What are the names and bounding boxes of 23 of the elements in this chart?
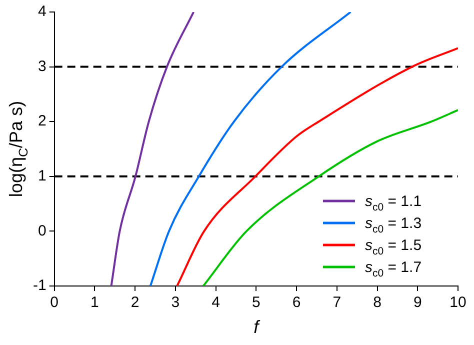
x-tick-label: 10 bbox=[450, 294, 466, 312]
x-tick-label: 3 bbox=[171, 294, 180, 312]
line-series bbox=[202, 109, 458, 286]
y-tick-label: 4 bbox=[38, 3, 46, 20]
x-tick-label: 7 bbox=[332, 294, 342, 312]
line-series bbox=[176, 47, 458, 286]
x-tick-label: 6 bbox=[292, 294, 301, 312]
x-tick-label: 2 bbox=[130, 294, 140, 312]
x-tick-label: 1 bbox=[90, 294, 99, 312]
x-tick-label: 8 bbox=[373, 294, 382, 312]
y-tick-label: 0 bbox=[38, 222, 46, 240]
y-axis-title: log(ηC/Pa s) bbox=[6, 100, 30, 198]
y-tick-label: -1 bbox=[32, 277, 46, 294]
y-tick-label: 2 bbox=[38, 112, 46, 130]
x-tick-label: 4 bbox=[212, 294, 220, 312]
x-tick-label: 9 bbox=[413, 294, 422, 312]
y-tick-label: 1 bbox=[38, 168, 46, 185]
x-tick-label: 0 bbox=[50, 294, 59, 312]
line-series bbox=[149, 12, 352, 286]
x-axis-title: f bbox=[254, 317, 261, 337]
y-tick-label: 3 bbox=[38, 58, 46, 75]
x-tick-label: 5 bbox=[252, 294, 260, 312]
line-series bbox=[110, 12, 195, 286]
